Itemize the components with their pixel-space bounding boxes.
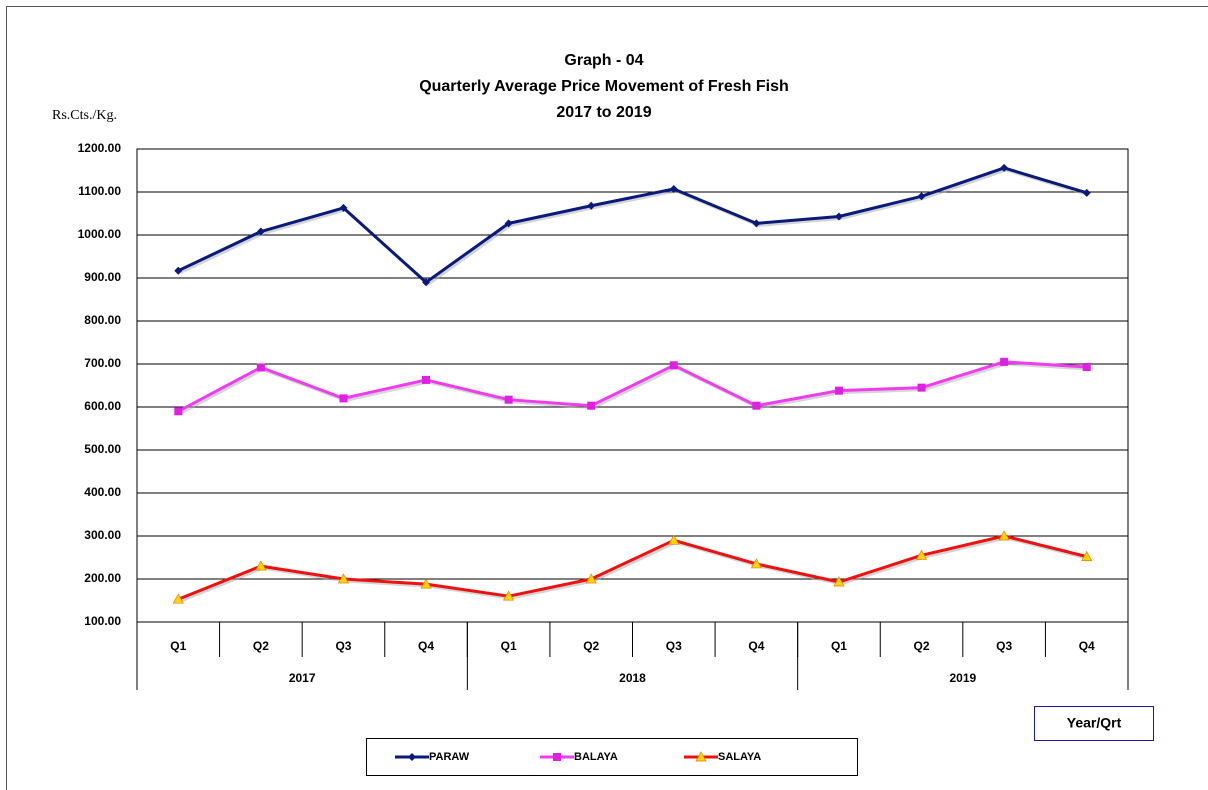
y-tick-label: 100.00 xyxy=(84,614,121,628)
point-marker xyxy=(750,558,762,569)
point-marker xyxy=(669,184,678,193)
point-marker xyxy=(587,401,596,410)
x-tick-label: Q4 xyxy=(418,639,434,653)
point-marker xyxy=(422,375,431,384)
year-label: 2019 xyxy=(949,671,976,685)
x-tick-label: Q1 xyxy=(831,639,847,653)
y-tick-label: 1200.00 xyxy=(78,141,122,155)
point-marker xyxy=(1081,550,1093,561)
point-marker xyxy=(1000,163,1009,172)
chart-title: 2017 to 2019 xyxy=(556,104,651,121)
chart-title: Graph - 04 xyxy=(564,52,643,69)
series-line xyxy=(177,534,1088,601)
legend-marker xyxy=(408,753,416,761)
point-marker xyxy=(752,219,761,228)
point-marker xyxy=(1082,188,1091,197)
y-tick-label: 1100.00 xyxy=(78,184,121,198)
series-line xyxy=(177,166,1088,284)
x-axis-label: Year/Qrt xyxy=(1067,715,1122,731)
point-marker xyxy=(1000,357,1009,366)
legend-marker xyxy=(553,753,561,761)
point-marker xyxy=(420,578,432,589)
point-marker xyxy=(339,203,348,212)
series-shadow xyxy=(179,536,1090,603)
legend-marker xyxy=(695,751,707,762)
point-marker xyxy=(256,227,265,236)
series-shadow xyxy=(179,168,1090,287)
legend-label: BALAYA xyxy=(574,751,618,763)
y-axis-label: Rs.Cts./Kg. xyxy=(52,108,117,123)
point-marker xyxy=(255,560,267,571)
year-label: 2018 xyxy=(619,671,646,685)
point-marker xyxy=(915,549,928,560)
x-tick-label: Q2 xyxy=(583,639,599,653)
point-marker xyxy=(587,201,596,210)
x-tick-label: Q4 xyxy=(1079,639,1095,653)
x-tick-label: Q3 xyxy=(996,639,1012,653)
point-marker xyxy=(337,573,350,584)
point-marker xyxy=(669,361,678,370)
point-marker xyxy=(172,593,184,604)
point-marker xyxy=(585,573,597,584)
chart-border xyxy=(6,6,1208,790)
point-marker xyxy=(668,534,680,545)
y-tick-label: 600.00 xyxy=(84,399,121,413)
x-tick-label: Q2 xyxy=(914,639,930,653)
y-tick-label: 200.00 xyxy=(84,571,121,585)
x-axis-label-box xyxy=(1034,706,1154,741)
point-marker xyxy=(504,395,513,404)
x-tick-label: Q3 xyxy=(666,639,682,653)
point-marker xyxy=(752,401,761,410)
y-tick-label: 900.00 xyxy=(84,270,121,284)
legend-label: PARAW xyxy=(429,751,470,763)
x-tick-label: Q2 xyxy=(253,639,269,653)
y-tick-label: 500.00 xyxy=(84,442,121,456)
point-marker xyxy=(834,386,843,395)
x-tick-label: Q1 xyxy=(501,639,517,653)
point-marker xyxy=(422,278,431,287)
y-tick-label: 1000.00 xyxy=(78,227,122,241)
x-tick-label: Q1 xyxy=(170,639,186,653)
point-marker xyxy=(174,407,183,416)
point-marker xyxy=(339,394,348,403)
point-marker xyxy=(1082,363,1091,372)
x-tick-label: Q3 xyxy=(335,639,351,653)
year-label: 2017 xyxy=(289,671,316,685)
point-marker xyxy=(998,530,1010,541)
point-marker xyxy=(504,219,513,228)
chart-title: Quarterly Average Price Movement of Fres… xyxy=(419,78,789,95)
legend-label: SALAYA xyxy=(718,751,761,763)
point-marker xyxy=(256,363,265,372)
x-tick-label: Q4 xyxy=(748,639,764,653)
y-tick-label: 800.00 xyxy=(84,313,121,327)
y-tick-label: 700.00 xyxy=(84,356,121,370)
point-marker xyxy=(833,576,845,587)
legend-box xyxy=(366,738,858,776)
point-marker xyxy=(174,266,183,275)
point-marker xyxy=(503,590,515,601)
series-line xyxy=(177,360,1087,413)
point-marker xyxy=(834,212,843,221)
y-tick-label: 300.00 xyxy=(84,528,121,542)
y-tick-label: 400.00 xyxy=(84,485,121,499)
point-marker xyxy=(917,383,926,392)
point-marker xyxy=(917,192,926,201)
